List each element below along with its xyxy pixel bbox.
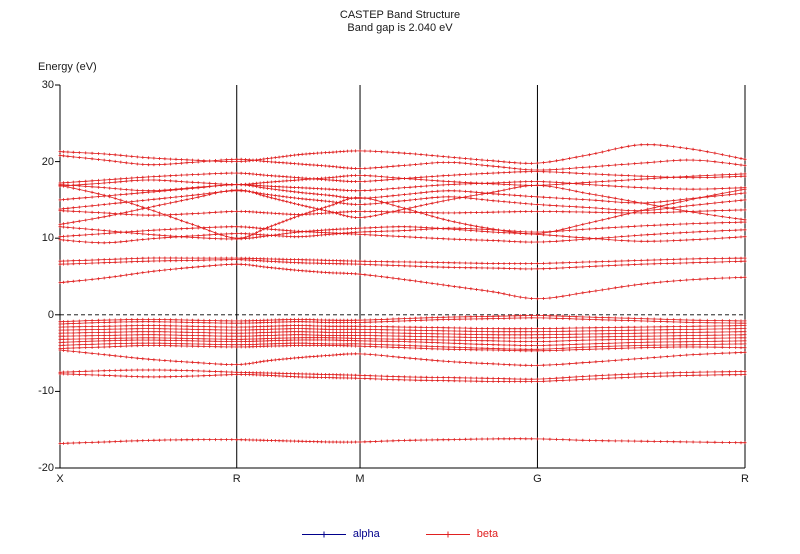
y-tick-label: -20 xyxy=(38,462,54,474)
x-tick-label: X xyxy=(56,473,64,485)
alpha-line-icon xyxy=(301,531,346,537)
chart-subtitle: Band gap is 2.040 eV xyxy=(347,22,453,34)
band-markers xyxy=(58,437,747,445)
beta-line-icon xyxy=(425,531,470,537)
band-markers xyxy=(58,170,747,185)
x-tick-label: R xyxy=(741,473,749,485)
band-markers xyxy=(58,256,747,266)
legend: alpha beta xyxy=(0,528,800,540)
band-lines xyxy=(58,143,747,445)
y-tick-label: 0 xyxy=(47,308,54,321)
band-markers xyxy=(58,327,747,334)
band-curve xyxy=(59,226,746,243)
band-curve xyxy=(59,349,746,366)
band-markers xyxy=(58,314,747,324)
y-tick-label: 20 xyxy=(41,155,54,168)
band-markers xyxy=(58,338,747,347)
band-markers xyxy=(58,333,747,340)
band-curve xyxy=(59,342,746,350)
band-markers xyxy=(58,336,747,344)
band-curve xyxy=(59,171,746,184)
band-curve xyxy=(59,181,746,192)
x-tick-label: G xyxy=(533,473,542,485)
band-curve xyxy=(59,373,746,382)
band-markers xyxy=(58,330,747,337)
legend-item-alpha: alpha xyxy=(301,528,380,540)
band-markers xyxy=(58,143,747,165)
band-curve xyxy=(59,221,746,244)
band-curve xyxy=(59,226,746,242)
band-curve xyxy=(59,369,745,380)
chart-title: CASTEP Band Structure xyxy=(339,9,461,21)
x-tick-label: M xyxy=(355,473,365,485)
x-tick-label: R xyxy=(232,473,241,485)
band-markers xyxy=(58,183,747,205)
band-curve xyxy=(59,263,746,300)
band-markers xyxy=(58,258,747,271)
band-markers xyxy=(58,262,747,301)
band-markers xyxy=(58,225,747,244)
band-markers xyxy=(58,324,747,331)
band-markers xyxy=(58,225,747,243)
y-tick-label: -10 xyxy=(38,385,54,398)
y-tick-label: 10 xyxy=(41,232,54,245)
band-curve xyxy=(59,144,746,164)
legend-label-beta: beta xyxy=(476,528,499,540)
band-markers xyxy=(58,343,747,353)
legend-label-alpha: alpha xyxy=(352,528,380,540)
band-markers xyxy=(58,220,747,245)
band-markers xyxy=(58,341,747,351)
band-markers xyxy=(58,368,747,381)
band-markers xyxy=(58,189,747,213)
y-axis-label: Energy (eV) xyxy=(38,61,97,73)
band-markers xyxy=(58,316,747,326)
y-tick-label: 30 xyxy=(41,79,54,91)
legend-item-beta: beta xyxy=(425,528,499,540)
